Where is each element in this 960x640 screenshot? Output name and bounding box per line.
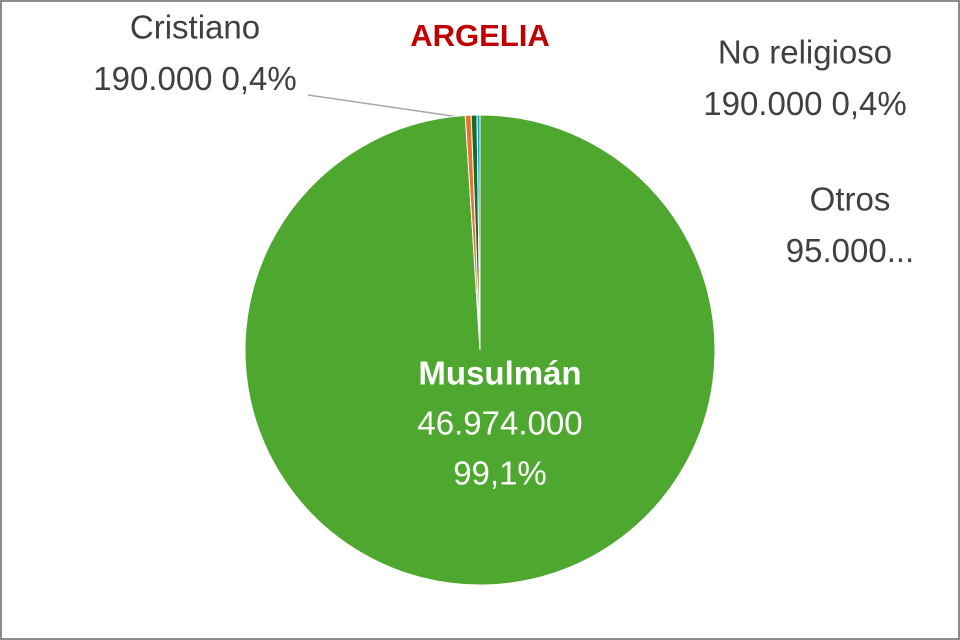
data-label-percent: 99,1% — [453, 455, 547, 492]
data-label-percent: 0,4% — [832, 85, 907, 122]
leader-line — [307, 94, 467, 119]
chart-title: ARGELIA — [410, 18, 550, 53]
data-label-value: 190.000 — [703, 85, 822, 122]
data-label-name: No religioso — [718, 34, 892, 71]
data-label-value: 95.000... — [786, 232, 914, 269]
data-label-value: 190.000 — [93, 60, 212, 97]
data-label-value: 46.974.000 — [417, 405, 582, 442]
data-label-name: Cristiano — [130, 9, 260, 46]
pie-slice — [476, 114, 481, 351]
data-label-name: Otros — [810, 181, 891, 218]
data-label-name: Musulmán — [418, 355, 581, 392]
data-label: 95.000... — [786, 232, 914, 269]
data-label-percent: 0,4% — [222, 60, 297, 97]
data-label: 190.000 0,4% — [703, 85, 907, 122]
data-label: 190.000 0,4% — [93, 60, 297, 97]
